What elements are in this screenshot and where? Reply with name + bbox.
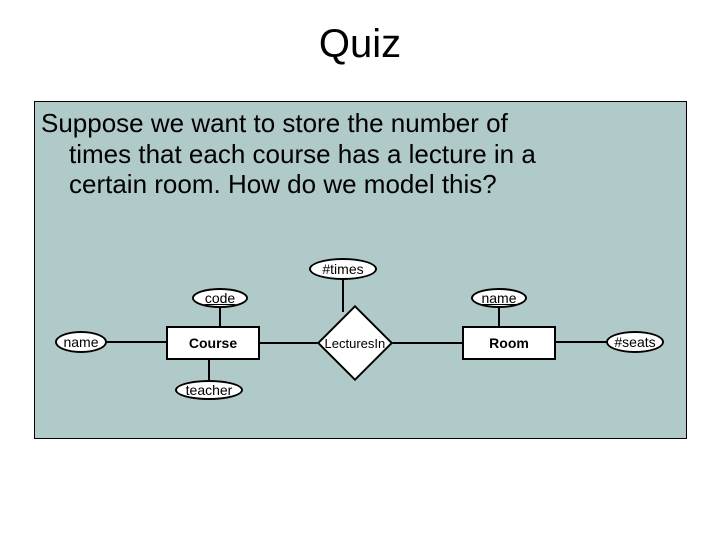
entity-room: Room [462,326,556,360]
attribute-times: #times [309,258,377,280]
attribute-teacher: teacher [175,380,243,400]
attribute-code-label: code [205,290,235,306]
attribute-seats: #seats [606,331,664,353]
entity-room-label: Room [489,335,529,351]
question-line-2: times that each course has a lecture in … [41,139,676,170]
attribute-name-left: name [55,331,107,353]
question-line-1: Suppose we want to store the number of [41,108,508,138]
relationship-label: LecturesIn [325,336,386,351]
attribute-name-right-label: name [481,290,516,306]
attribute-code: code [192,288,248,308]
attribute-teacher-label: teacher [186,382,233,398]
question-text: Suppose we want to store the number of t… [41,108,676,200]
slide: Quiz Suppose we want to store the number… [0,0,720,540]
entity-course: Course [166,326,260,360]
entity-course-label: Course [189,335,237,351]
attribute-seats-label: #seats [614,334,655,350]
question-line-3: certain room. How do we model this? [41,169,676,200]
page-title: Quiz [0,22,720,67]
attribute-times-label: #times [322,261,363,277]
relationship-lecturesin: LecturesIn [317,305,393,381]
content-panel: Suppose we want to store the number of t… [34,101,687,439]
attribute-name-left-label: name [63,334,98,350]
attribute-name-right: name [471,288,527,308]
